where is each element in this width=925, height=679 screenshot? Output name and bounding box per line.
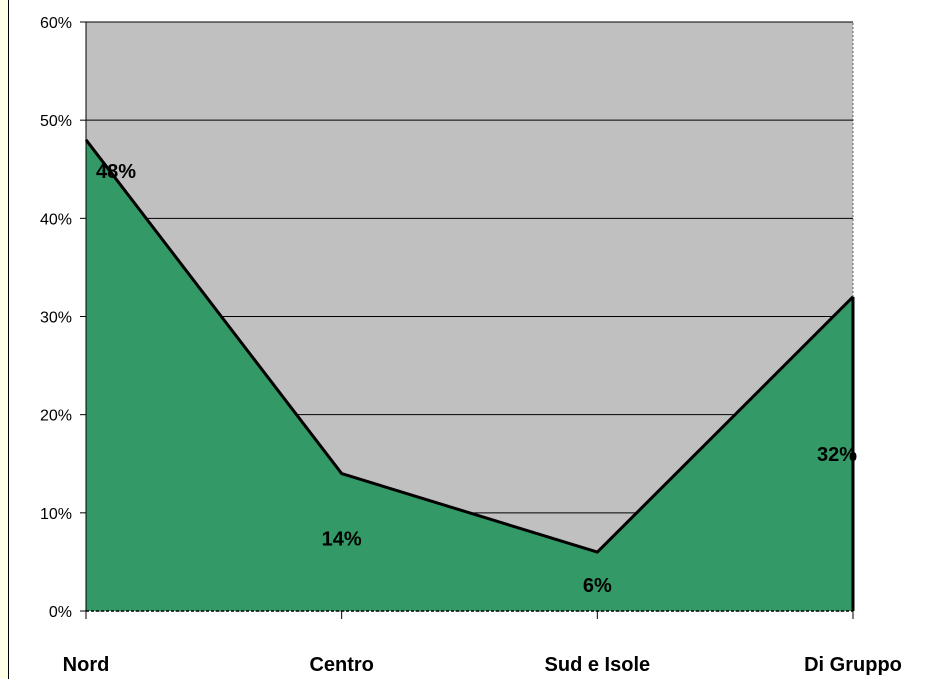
data-label: 14% (322, 529, 362, 551)
x-category-label: Sud e Isole (545, 654, 651, 676)
y-tick-label: 0% (49, 604, 72, 621)
left-border (0, 0, 9, 679)
y-tick-label: 40% (40, 211, 72, 228)
y-tick-label: 50% (40, 113, 72, 130)
data-label: 48% (96, 161, 136, 183)
x-category-label: Di Gruppo (804, 654, 902, 676)
x-category-label: Centro (309, 654, 373, 676)
series-line (84, 138, 855, 554)
x-category-label: Nord (63, 654, 110, 676)
data-label: 6% (583, 575, 612, 597)
y-tick-label: 30% (40, 310, 72, 327)
y-tick-label: 20% (40, 408, 72, 425)
area-series (86, 139, 853, 612)
x-axis-category-labels: Nord Centro Sud e Isole Di Gruppo (63, 654, 902, 676)
data-label: 32% (817, 444, 857, 466)
axes (80, 21, 855, 619)
y-axis-tick-labels: 0% 10% 20% 30% 40% 50% 60% (40, 15, 72, 621)
y-tick-label: 60% (40, 15, 72, 32)
y-tick-label: 10% (40, 506, 72, 523)
data-labels: 48% 14% 6% 32% (96, 161, 857, 597)
